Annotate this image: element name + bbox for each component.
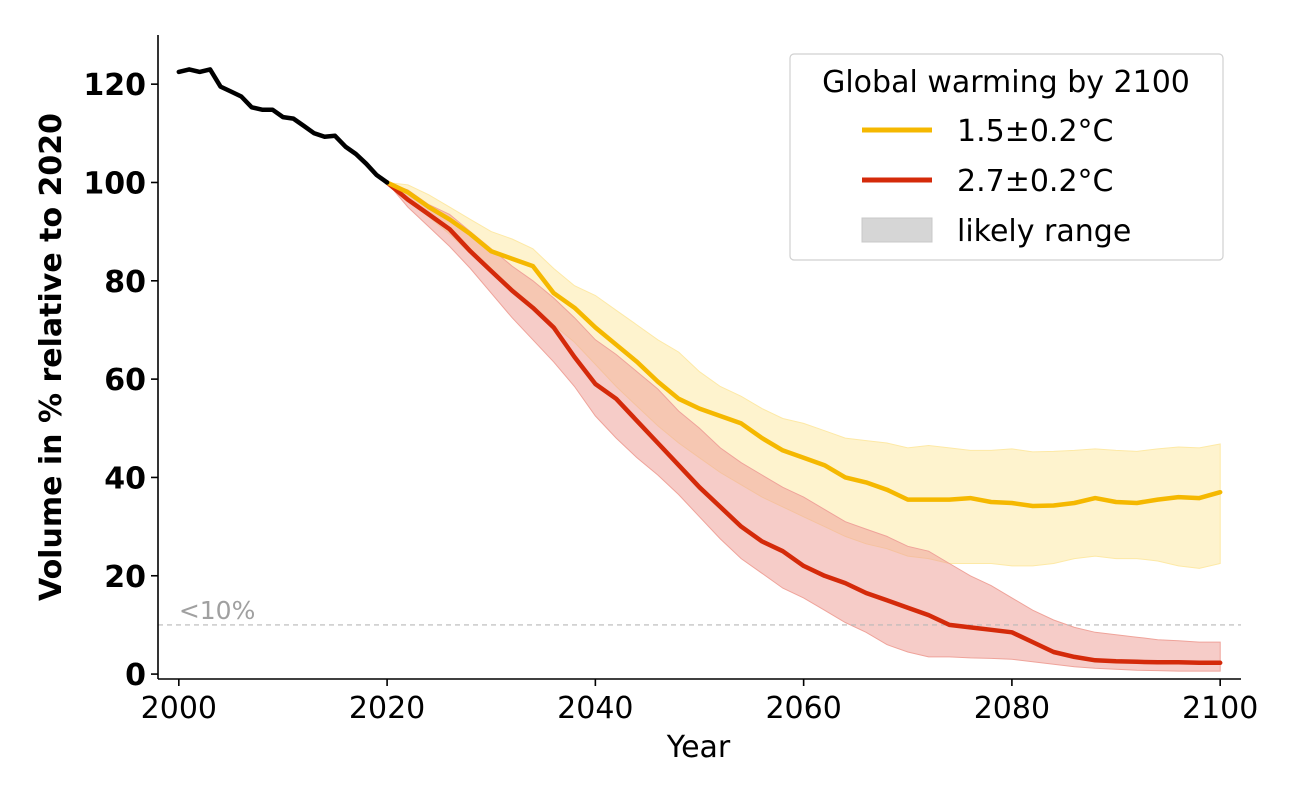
threshold-group: <10% xyxy=(158,596,1241,626)
legend-swatch-range xyxy=(861,217,933,243)
x-tick-label: 2020 xyxy=(349,691,425,726)
line-s27 xyxy=(384,180,1223,666)
series-lines xyxy=(176,67,1223,666)
x-tick-label: 2080 xyxy=(974,691,1050,726)
x-tick-label: 2000 xyxy=(141,691,217,726)
y-ticks: 0 20 40 60 80 100 120 xyxy=(83,68,158,693)
y-tick-label: 20 xyxy=(104,560,146,595)
y-tick-label: 100 xyxy=(83,166,146,201)
legend-label: likely range xyxy=(957,214,1131,249)
band-s27 xyxy=(385,181,1221,672)
likely-range-bands xyxy=(385,181,1221,672)
x-tick-label: 2040 xyxy=(557,691,633,726)
y-tick-label: 120 xyxy=(83,68,146,103)
legend-entries: 1.5±0.2°C 2.7±0.2°C likely range xyxy=(861,114,1131,249)
y-axis-label: Volume in % relative to 2020 xyxy=(34,113,69,601)
legend-label: 1.5±0.2°C xyxy=(957,114,1114,149)
threshold-label: <10% xyxy=(179,596,256,625)
y-tick-label: 80 xyxy=(104,265,146,300)
y-tick-label: 0 xyxy=(125,658,146,693)
x-axis-label: Year xyxy=(666,730,731,765)
legend-label: 2.7±0.2°C xyxy=(957,164,1114,199)
x-tick-label: 2060 xyxy=(765,691,841,726)
legend: Global warming by 2100 1.5±0.2°C 2.7±0.2°… xyxy=(789,53,1224,261)
legend-box xyxy=(789,53,1224,261)
legend-title: Global warming by 2100 xyxy=(822,65,1190,100)
y-tick-label: 40 xyxy=(104,461,146,496)
y-tick-label: 60 xyxy=(104,363,146,398)
line-historical xyxy=(176,67,390,185)
line-s15 xyxy=(384,180,1223,509)
x-ticks: 2000 2020 2040 2060 2080 2100 xyxy=(141,679,1258,726)
x-tick-label: 2100 xyxy=(1182,691,1258,726)
